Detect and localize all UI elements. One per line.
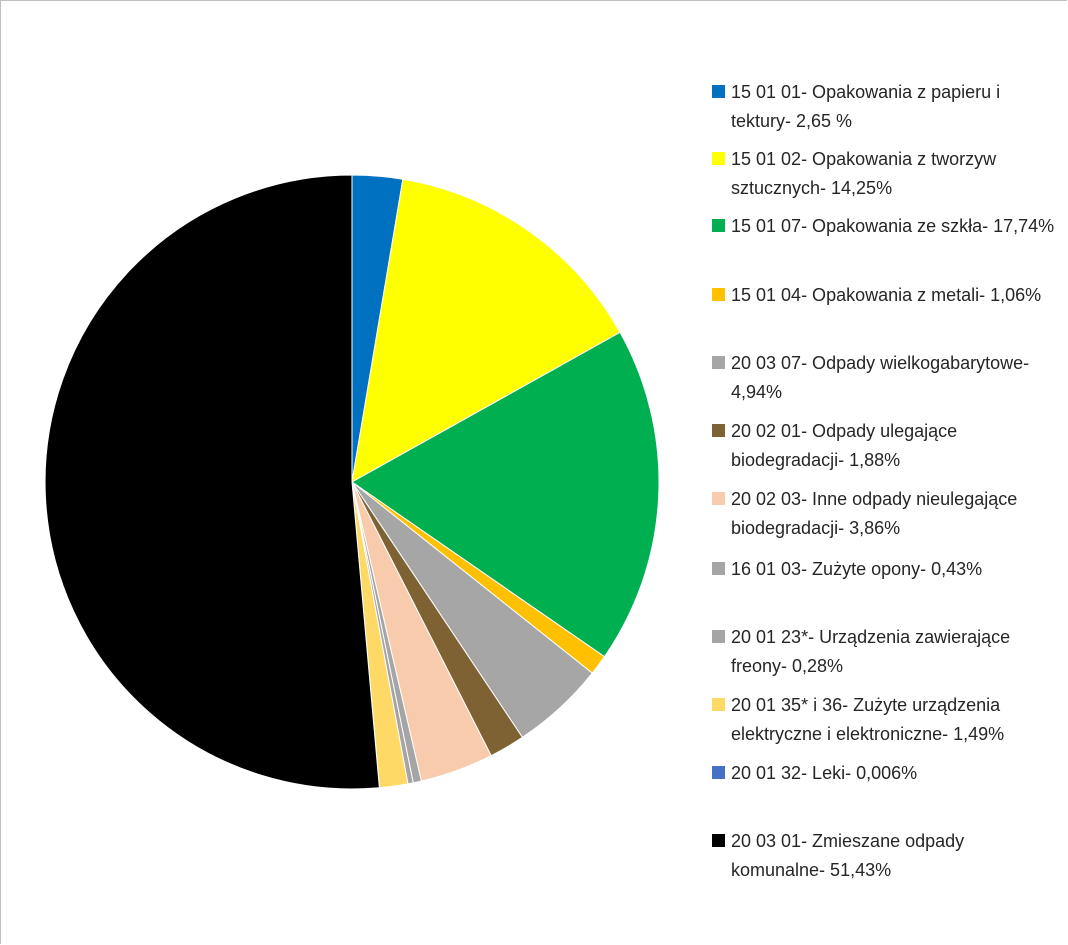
legend-item: 15 01 01- Opakowania z papieru i tektury… [712,78,1057,136]
legend-swatch [712,630,725,643]
legend-label: 20 01 35* i 36- Zużyte urządzenia elektr… [731,695,1005,744]
legend-swatch [712,766,725,779]
legend-swatch [712,492,725,505]
legend-swatch [712,288,725,301]
legend-label: 16 01 03- Zużyte opony- 0,43% [731,559,983,579]
legend-label: 20 02 01- Odpady ulegające biodegradacji… [731,421,958,470]
legend-label: 20 01 32- Leki- 0,006% [731,763,918,783]
legend-swatch [712,698,725,711]
pie-slice-3 [351,331,660,658]
legend-item: 20 01 32- Leki- 0,006% [712,759,1057,788]
legend-item: 15 01 07- Opakowania ze szkła- 17,74% [712,212,1057,241]
legend-item: 20 02 03- Inne odpady nieulegające biode… [712,485,1057,543]
legend-swatch [712,834,725,847]
legend-swatch [712,152,725,165]
legend-label: 15 01 01- Opakowania z papieru i tektury… [731,82,1001,131]
legend-item: 16 01 03- Zużyte opony- 0,43% [712,555,1057,584]
legend-swatch [712,424,725,437]
legend-item: 15 01 04- Opakowania z metali- 1,06% [712,281,1057,310]
pie-slice-12 [44,174,380,790]
legend-item: 20 02 01- Odpady ulegające biodegradacji… [712,417,1057,475]
legend-label: 20 03 07- Odpady wielkogabarytowe- 4,94% [731,353,1030,402]
legend-label: 15 01 04- Opakowania z metali- 1,06% [731,285,1042,305]
legend: 15 01 01- Opakowania z papieru i tektury… [712,0,1062,945]
legend-label: 15 01 07- Opakowania ze szkła- 17,74% [731,216,1055,236]
legend-item: 15 01 02- Opakowania z tworzyw sztucznyc… [712,145,1057,203]
legend-item: 20 01 23*- Urządzenia zawierające freony… [712,623,1057,681]
legend-label: 20 02 03- Inne odpady nieulegające biode… [731,489,1018,538]
legend-swatch [712,562,725,575]
legend-item: 20 03 07- Odpady wielkogabarytowe- 4,94% [712,349,1057,407]
legend-swatch [712,85,725,98]
legend-label: 15 01 02- Opakowania z tworzyw sztucznyc… [731,149,997,198]
pie-chart [44,174,660,790]
legend-swatch [712,219,725,232]
pie-slice-2 [351,178,621,483]
legend-item: 20 01 35* i 36- Zużyte urządzenia elektr… [712,691,1057,749]
legend-swatch [712,356,725,369]
legend-item: 20 03 01- Zmieszane odpady komunalne- 51… [712,827,1057,885]
legend-label: 20 03 01- Zmieszane odpady komunalne- 51… [731,831,965,880]
legend-label: 20 01 23*- Urządzenia zawierające freony… [731,627,1011,676]
